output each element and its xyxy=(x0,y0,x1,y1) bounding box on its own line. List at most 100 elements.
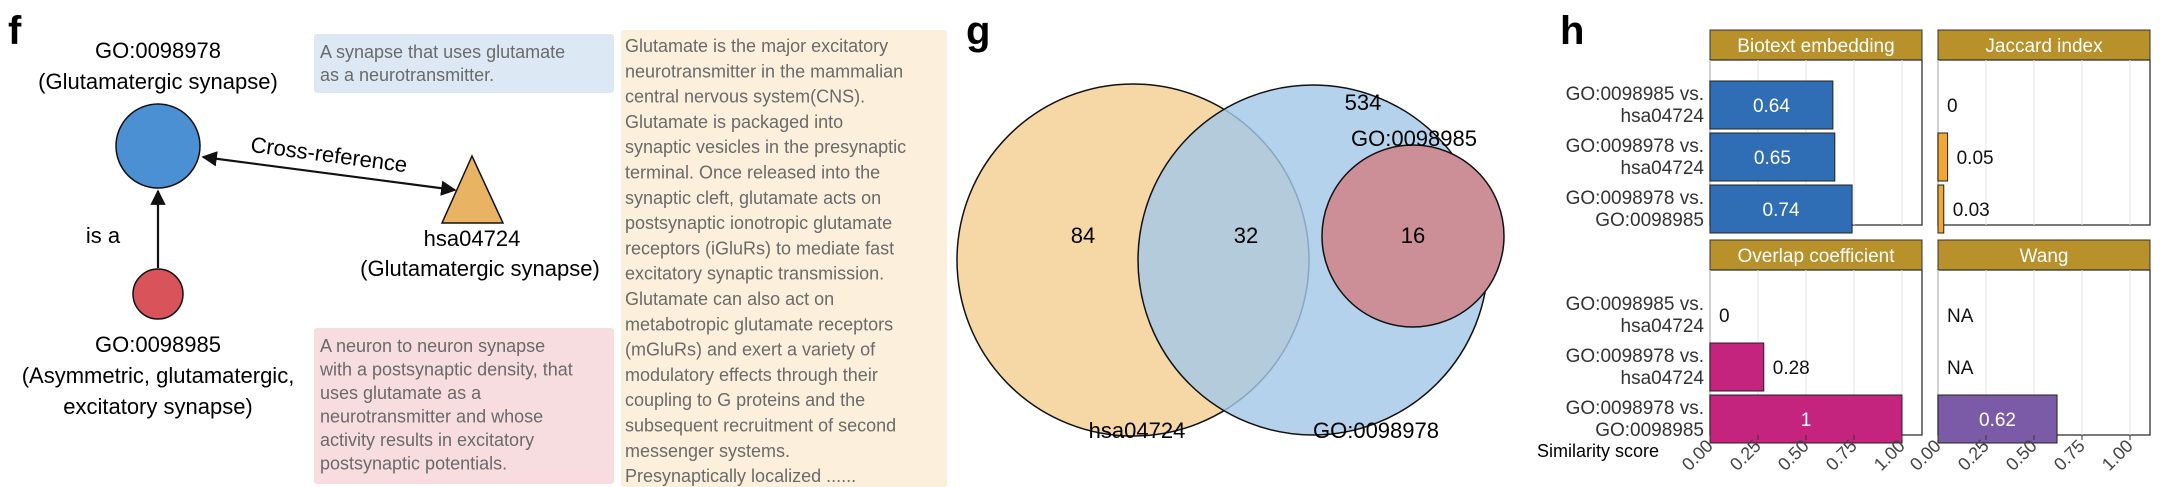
definition-line: Presynaptically localized ...... xyxy=(625,466,856,486)
venn-count-right: 534 xyxy=(1345,90,1382,115)
definition-line: synaptic vesicles in the presynaptic xyxy=(625,137,906,157)
venn-inner-label: GO:0098985 xyxy=(1351,126,1477,151)
bar xyxy=(1937,184,1945,234)
panel-letter-g: g xyxy=(966,9,990,53)
panel-h: h Similarity score Biotext embedding 0.64… xyxy=(1537,9,2151,475)
definition-line: coupling to G proteins and the xyxy=(625,390,865,410)
bar-value-label: 0.74 xyxy=(1763,200,1800,221)
panel-f: f GO:0098978 (Glutamatergic synapse) is … xyxy=(8,9,947,487)
venn-count-left: 84 xyxy=(1071,223,1095,248)
go-child-name-line1: (Asymmetric, glutamatergic, xyxy=(22,363,295,388)
go-child-node xyxy=(132,268,184,320)
kegg-name: (Glutamatergic synapse) xyxy=(360,256,600,281)
kegg-id: hsa04724 xyxy=(424,226,521,251)
definition-line: subsequent recruitment of second xyxy=(625,416,896,436)
bar-value-label: NA xyxy=(1947,306,1974,327)
bar xyxy=(1709,80,1834,130)
bar-value-label: NA xyxy=(1947,358,1974,379)
bar xyxy=(1709,342,1765,392)
definition-line: uses glutamate as a xyxy=(320,383,482,403)
category-label: GO:0098985 vs. xyxy=(1566,84,1704,105)
go-child-definition: A neuron to neuron synapse with a postsyn… xyxy=(319,336,573,474)
bar-value-label: 0.05 xyxy=(1957,148,1994,169)
definition-line: receptors (iGluRs) to mediate fast xyxy=(625,238,894,258)
go-child-id: GO:0098985 xyxy=(95,332,221,357)
x-tick-label: 1.00 xyxy=(2098,436,2137,475)
definition-line: with a postsynaptic density, that xyxy=(319,360,573,380)
facet-title: Wang xyxy=(2020,246,2069,267)
bar-value-label: 0 xyxy=(1947,96,1958,117)
venn-left-label: hsa04724 xyxy=(1089,418,1186,443)
go-parent-id: GO:0098978 xyxy=(95,38,221,63)
definition-line: excitatory synaptic transmission. xyxy=(625,264,884,284)
go-parent-definition-line1: A synapse that uses glutamate xyxy=(320,42,565,62)
bar-value-label: 0.65 xyxy=(1754,148,1791,169)
definition-line: Glutamate is the major excitatory xyxy=(625,36,888,56)
panel-g: g 84 32 16 534 GO:0098985 hsa04724 GO:00… xyxy=(956,9,1505,443)
venn-right-label: GO:0098978 xyxy=(1313,418,1439,443)
facet-strip xyxy=(1709,29,1923,61)
facet-strip xyxy=(1937,29,2151,61)
definition-line: Glutamate is packaged into xyxy=(625,112,843,132)
category-label: GO:0098978 vs. xyxy=(1566,398,1704,419)
bar-value-label: 1 xyxy=(1801,410,1812,431)
definition-line: modulatory effects through their xyxy=(625,365,878,385)
category-label: GO:0098985 xyxy=(1595,420,1704,441)
kegg-definition: Glutamate is the major excitatory neurotr… xyxy=(625,36,906,486)
bar-value-label: 0.03 xyxy=(1953,200,1990,221)
go-parent-name: (Glutamatergic synapse) xyxy=(38,69,278,94)
venn-circle-go0098985 xyxy=(1321,144,1505,328)
is-a-label: is a xyxy=(86,223,121,248)
definition-line: synaptic cleft, glutamate acts on xyxy=(625,188,881,208)
kegg-node xyxy=(440,154,505,224)
bar xyxy=(1937,394,2058,444)
bar-value-label: 0.28 xyxy=(1773,358,1810,379)
panel-letter-f: f xyxy=(8,9,22,53)
category-label: GO:0098978 vs. xyxy=(1566,136,1704,157)
bar xyxy=(1709,184,1853,234)
bar-value-label: 0 xyxy=(1719,306,1730,327)
panel-letter-h: h xyxy=(1560,9,1584,53)
category-label: hsa04724 xyxy=(1621,368,1705,389)
bar-value-label: 0.62 xyxy=(1979,410,2016,431)
go-child-definition-box xyxy=(314,328,614,484)
go-child-name-line2: excitatory synapse) xyxy=(63,394,253,419)
venn-count-inner: 16 xyxy=(1401,223,1425,248)
facet-strip xyxy=(1709,239,1923,271)
definition-line: terminal. Once released into the xyxy=(625,163,880,183)
facet-title: Jaccard index xyxy=(1985,36,2103,57)
definition-line: messenger systems. xyxy=(625,441,790,461)
venn-count-overlap: 32 xyxy=(1234,223,1258,248)
definition-line: Glutamate can also act on xyxy=(625,289,834,309)
definition-line: metabotropic glutamate receptors xyxy=(625,314,893,334)
category-label: hsa04724 xyxy=(1621,158,1705,179)
category-label: GO:0098985 xyxy=(1595,210,1704,231)
category-label: GO:0098978 vs. xyxy=(1566,188,1704,209)
definition-line: activity results in excitatory xyxy=(320,430,534,450)
x-axis-label: Similarity score xyxy=(1537,441,1659,461)
go-parent-node xyxy=(115,103,201,189)
definition-line: (mGluRs) and exert a variety of xyxy=(625,340,876,360)
bar xyxy=(1709,132,1836,182)
category-label: GO:0098985 vs. xyxy=(1566,294,1704,315)
definition-line: postsynaptic potentials. xyxy=(320,454,507,474)
category-label: hsa04724 xyxy=(1621,316,1705,337)
bar xyxy=(1937,132,1949,182)
cross-reference-edge xyxy=(201,151,457,196)
category-label: hsa04724 xyxy=(1621,106,1705,127)
definition-line: neurotransmitter and whose xyxy=(320,407,543,427)
definition-line: postsynaptic ionotropic glutamate xyxy=(625,213,892,233)
kegg-definition-box xyxy=(621,30,947,487)
definition-line: neurotransmitter in the mammalian xyxy=(625,61,903,81)
cross-reference-label: Cross-reference xyxy=(249,132,409,177)
facet-title: Biotext embedding xyxy=(1737,36,1894,57)
definition-line: A neuron to neuron synapse xyxy=(320,336,545,356)
go-parent-definition-line2: as a neurotransmitter. xyxy=(320,65,494,85)
go-parent-definition-box xyxy=(314,34,614,93)
facet-title: Overlap coefficient xyxy=(1737,246,1895,267)
facet-panel xyxy=(1937,59,2151,226)
category-label: GO:0098978 vs. xyxy=(1566,346,1704,367)
bar-value-label: 0.64 xyxy=(1753,96,1790,117)
definition-line: central nervous system(CNS). xyxy=(625,87,865,107)
